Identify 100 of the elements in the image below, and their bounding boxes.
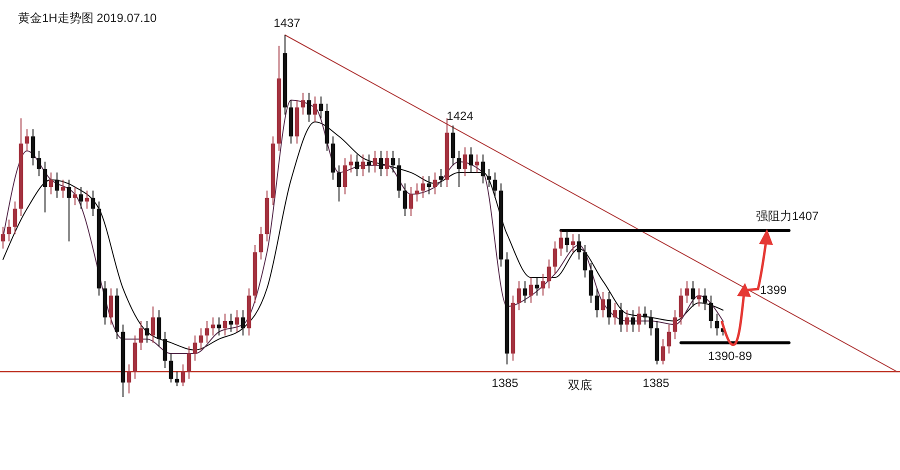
candlestick	[168, 353, 174, 384]
candlestick	[84, 190, 90, 210]
candlestick	[156, 310, 162, 347]
candlestick	[456, 150, 462, 188]
candlestick	[216, 316, 222, 336]
candlestick	[258, 226, 264, 260]
candlestick	[48, 172, 54, 195]
annotation: 强阻力1407	[756, 209, 820, 223]
candlestick	[240, 310, 246, 336]
candlestick	[564, 230, 570, 253]
candlestick	[354, 154, 360, 177]
candlestick	[576, 234, 582, 260]
candlestick	[606, 292, 612, 326]
candlestick	[708, 295, 714, 329]
candlestick	[468, 146, 474, 174]
candlestick	[528, 277, 534, 304]
candlestick	[0, 226, 6, 250]
candlestick	[342, 158, 348, 195]
candlestick	[312, 96, 318, 122]
candlestick	[522, 280, 528, 304]
candlestick	[540, 273, 546, 296]
candlestick	[144, 320, 150, 344]
candlestick	[222, 313, 228, 336]
candlestick	[684, 280, 690, 304]
candlestick	[438, 168, 444, 188]
candlestick	[492, 172, 498, 198]
candlestick	[366, 154, 372, 174]
candlestick	[378, 150, 384, 177]
candlestick	[582, 244, 588, 278]
candlestick	[648, 310, 654, 336]
candlestick	[60, 179, 66, 198]
candlestick	[360, 154, 366, 177]
candlestick	[348, 154, 354, 174]
candlestick	[54, 172, 60, 198]
candlestick	[714, 313, 720, 336]
candlestick	[420, 176, 426, 198]
candlestick	[612, 302, 618, 326]
candlestick	[426, 176, 432, 195]
candlestick	[642, 306, 648, 326]
candlestick	[474, 154, 480, 174]
chart-title: 黄金1H走势图 2019.07.10	[18, 11, 158, 25]
candlestick	[150, 306, 156, 344]
candlestick	[672, 310, 678, 340]
candlestick	[696, 288, 702, 307]
candlestick	[534, 277, 540, 296]
candlestick	[666, 324, 672, 354]
candlestick	[66, 179, 72, 242]
candlestick	[180, 364, 186, 387]
annotation: 1385	[492, 376, 519, 390]
candlestick	[72, 186, 78, 206]
candlestick	[702, 288, 708, 311]
candlestick	[198, 328, 204, 350]
candlestick	[306, 92, 312, 122]
candlestick	[594, 288, 600, 318]
candlestick	[12, 201, 18, 235]
annotation: 双底	[568, 378, 592, 392]
candlestick	[660, 338, 666, 365]
candlestick	[390, 150, 396, 174]
annotation: 1390-89	[708, 349, 752, 363]
candlestick	[558, 230, 564, 256]
candlestick	[30, 128, 36, 166]
candlestick	[6, 219, 12, 242]
text: 1437	[274, 16, 301, 30]
candlestick	[24, 128, 30, 152]
candlestick	[630, 310, 636, 332]
candlestick	[690, 280, 696, 307]
candlestick	[126, 364, 132, 394]
annotation: 1385	[642, 376, 670, 390]
candlestick	[336, 164, 342, 202]
candlestick	[210, 316, 216, 336]
candlestick	[234, 310, 240, 332]
candlestick	[228, 313, 234, 332]
candlestick	[462, 146, 468, 177]
candlestick	[138, 320, 144, 350]
candlestick	[42, 161, 48, 213]
annotation: 1399	[760, 283, 788, 297]
candlestick	[372, 150, 378, 174]
candlestick	[600, 292, 606, 318]
candlestick	[108, 288, 114, 326]
candlestick	[192, 334, 198, 362]
candlestick	[636, 306, 642, 332]
candlestick	[90, 190, 96, 216]
candlestick	[546, 258, 552, 289]
candlestick	[384, 150, 390, 177]
candlestick	[174, 371, 180, 387]
candlestick	[300, 92, 306, 116]
candlestick	[186, 346, 192, 380]
candlestick	[414, 182, 420, 202]
candlestick	[618, 302, 624, 332]
candlestick	[570, 234, 576, 253]
candlestick	[516, 280, 522, 311]
candlestick	[408, 186, 414, 216]
candlestick	[318, 96, 324, 119]
candlestick	[204, 320, 210, 344]
candlestick	[624, 310, 630, 332]
candlestick	[36, 150, 42, 177]
candlestick	[402, 182, 408, 216]
candlestick	[678, 288, 684, 326]
candlestick	[432, 172, 438, 195]
candlestick	[486, 168, 492, 188]
